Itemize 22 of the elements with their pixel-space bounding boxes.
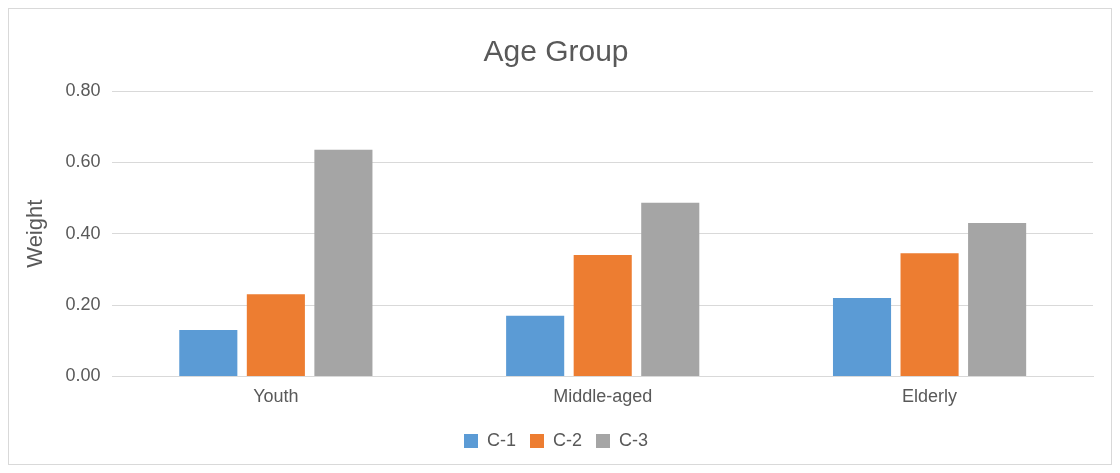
y-tick-label: 0.20 <box>65 294 101 315</box>
chart-title: Age Group <box>483 34 629 68</box>
bar <box>179 330 238 376</box>
y-tick-label: 0.60 <box>65 151 101 172</box>
x-tick-label: Youth <box>253 386 299 407</box>
bar <box>506 315 565 376</box>
x-tick-label: Middle-aged <box>553 386 653 407</box>
x-tick-label: Elderly <box>902 386 958 407</box>
y-tick-label: 0.00 <box>65 365 101 386</box>
bar <box>314 149 373 376</box>
bar <box>832 297 892 376</box>
y-axis-title: Weight <box>22 199 48 268</box>
bar <box>246 294 305 376</box>
y-tick-label: 0.80 <box>65 79 101 100</box>
bar <box>900 253 959 376</box>
legend-label: C-2 <box>553 429 583 450</box>
bar <box>968 223 1027 376</box>
legend-label: C-1 <box>486 429 517 450</box>
bar <box>641 202 700 376</box>
legend-label: C-3 <box>619 429 649 450</box>
y-tick-label: 0.40 <box>65 222 101 243</box>
bar <box>573 255 632 376</box>
